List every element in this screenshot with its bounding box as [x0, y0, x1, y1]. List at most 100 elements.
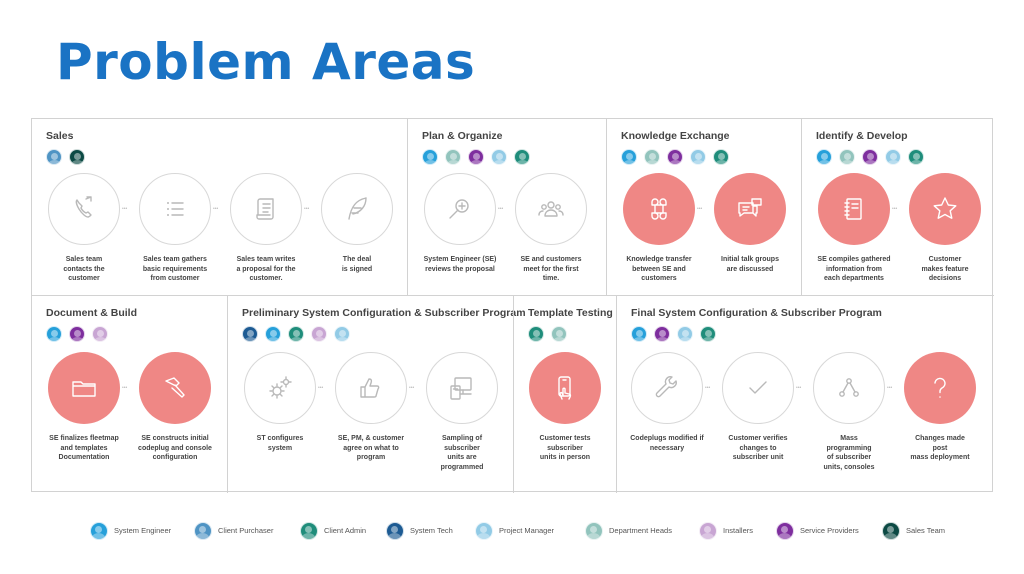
connector-dots: ••• — [122, 385, 128, 391]
avatar — [677, 326, 693, 342]
devices-icon — [450, 377, 472, 400]
step-circle — [230, 173, 302, 245]
step-label: Codeplugs modified if necessary — [630, 435, 704, 452]
section-4: Document & Build SE finalizes fleetmap an… — [32, 296, 227, 493]
section-7: Final System Configuration & Subscriber … — [616, 296, 994, 493]
avatar — [700, 326, 716, 342]
share-icon — [839, 378, 859, 397]
avatar — [908, 149, 924, 165]
avatar — [839, 149, 855, 165]
check-icon — [749, 381, 767, 394]
legend-label: Client Admin — [324, 526, 367, 535]
legend-label: Sales Team — [906, 526, 946, 535]
step-label: The deal is signed — [341, 256, 373, 273]
section-6: Template Testing Customer tests subscribe… — [513, 296, 616, 493]
quill-icon — [348, 197, 367, 220]
connector-dots: ••• — [304, 206, 310, 212]
step-label: Customer makes feature decisions — [921, 256, 969, 283]
avatar — [690, 149, 706, 165]
avatar — [528, 326, 544, 342]
avatar — [265, 326, 281, 342]
step-label: Sales team gathers basic requirements fr… — [142, 256, 208, 283]
step-label: System Engineer (SE) reviews the proposa… — [423, 256, 497, 273]
legend-label: Installers — [723, 526, 754, 535]
avatar — [69, 149, 85, 165]
step-label: SE finalizes fleetmap and templates Docu… — [49, 435, 119, 462]
people-icon — [538, 201, 564, 217]
avatar — [69, 326, 85, 342]
scroll-icon — [256, 198, 274, 220]
step-label: Knowledge transfer between SE and custom… — [626, 256, 692, 283]
section-title: Identify & Develop — [816, 130, 908, 142]
avatar — [311, 326, 327, 342]
section-2: Knowledge Exchange Knowledge transfer bet… — [606, 119, 801, 296]
step-label: SE compiles gathered information from ea… — [817, 256, 891, 283]
step-circle — [244, 352, 316, 424]
legend-avatar — [882, 522, 900, 540]
wrench-icon — [655, 376, 677, 398]
step-label: Customer verifies changes to subscriber … — [728, 435, 788, 462]
connector-dots: ••• — [892, 206, 898, 212]
phone-touch-icon — [558, 376, 572, 400]
step-circle — [904, 352, 976, 424]
section-title: Knowledge Exchange — [621, 130, 730, 142]
chat-icon — [738, 198, 762, 217]
avatar — [334, 326, 350, 342]
section-title: Template Testing — [528, 307, 613, 319]
section-title: Preliminary System Configuration & Subsc… — [242, 307, 526, 319]
magnifier-icon — [449, 199, 469, 219]
avatar — [422, 149, 438, 165]
step-circle — [818, 173, 890, 245]
step-circle — [714, 173, 786, 245]
avatar — [242, 326, 258, 342]
step-label: SE, PM, & customer agree on what to prog… — [337, 435, 405, 462]
legend-avatar — [585, 522, 603, 540]
question-icon — [934, 377, 946, 398]
step-label: SE constructs initial codeplug and conso… — [138, 435, 212, 462]
avatar — [46, 149, 62, 165]
command-icon — [651, 198, 667, 220]
connector-dots: ••• — [697, 206, 703, 212]
step-circle — [139, 173, 211, 245]
legend-label: Department Heads — [609, 526, 672, 535]
legend-avatar — [386, 522, 404, 540]
folder-icon — [72, 381, 96, 397]
step-label: Changes made post mass deployment — [910, 435, 970, 462]
section-1: Plan & Organize System Engineer (SE) revi… — [407, 119, 606, 296]
section-title: Plan & Organize — [422, 130, 503, 142]
connector-dots: ••• — [318, 385, 324, 391]
connector-dots: ••• — [213, 206, 219, 212]
list-icon — [167, 202, 184, 216]
step-circle — [139, 352, 211, 424]
step-circle — [631, 352, 703, 424]
legend-avatar — [475, 522, 493, 540]
hammer-icon — [165, 377, 185, 398]
avatar — [92, 326, 108, 342]
legend-label: Project Manager — [499, 526, 555, 535]
step-circle — [623, 173, 695, 245]
thumbs-up-icon — [360, 378, 380, 398]
section-5: Preliminary System Configuration & Subsc… — [227, 296, 526, 493]
legend-avatar — [776, 522, 794, 540]
step-circle — [424, 173, 496, 245]
connector-dots: ••• — [887, 385, 893, 391]
step-circle — [515, 173, 587, 245]
phone-icon — [75, 196, 92, 218]
avatar — [46, 326, 62, 342]
connector-dots: ••• — [122, 206, 128, 212]
step-circle — [321, 173, 393, 245]
step-circle — [335, 352, 407, 424]
step-label: Sampling of subscriber units are program… — [440, 435, 484, 471]
step-circle — [48, 173, 120, 245]
avatar — [885, 149, 901, 165]
connector-dots: ••• — [796, 385, 802, 391]
connector-dots: ••• — [705, 385, 711, 391]
gears-icon — [269, 376, 292, 399]
step-label: Mass programming of subscriber units, co… — [823, 435, 875, 471]
avatar — [654, 326, 670, 342]
step-label: Customer tests subscriber units in perso… — [539, 435, 591, 462]
section-title: Sales — [46, 130, 74, 142]
page-title: Problem Areas — [56, 33, 476, 91]
avatar — [514, 149, 530, 165]
legend-avatar — [699, 522, 717, 540]
